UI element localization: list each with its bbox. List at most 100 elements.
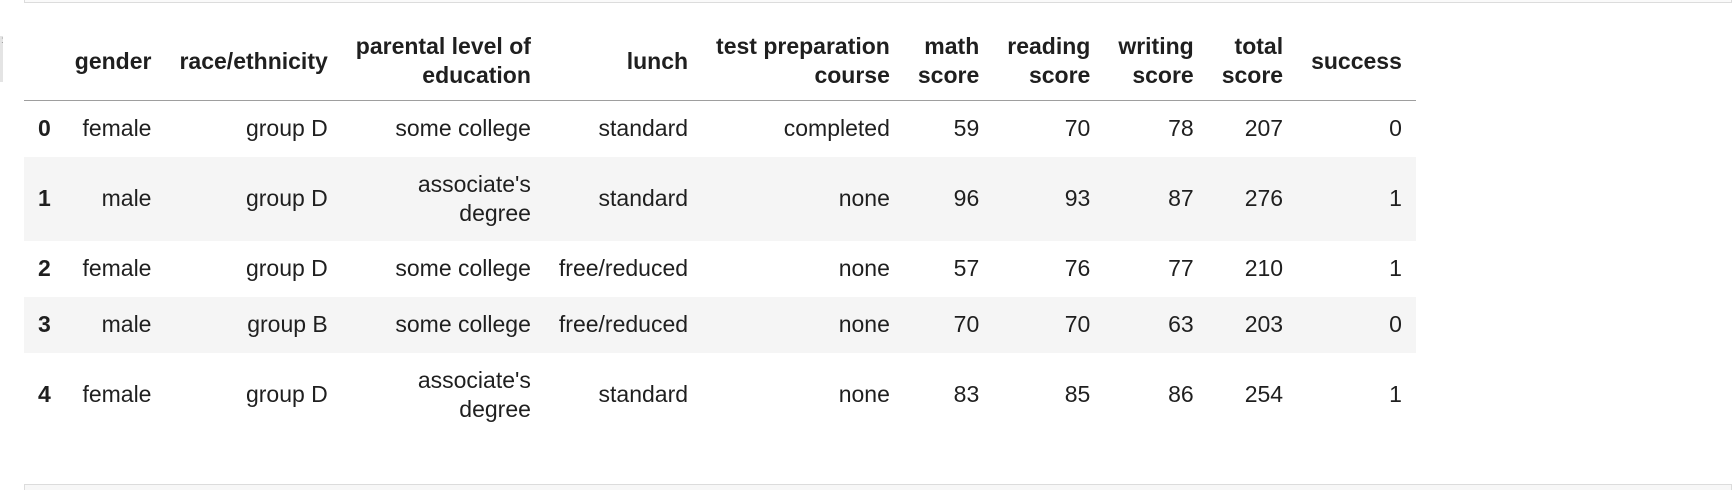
cell-test-prep: completed — [783, 115, 890, 142]
cell-line: some college — [395, 255, 531, 281]
cell-parental-education: associate's degree — [342, 353, 545, 437]
cell-test-prep: none — [838, 255, 890, 281]
cell-success: 0 — [1389, 311, 1402, 337]
header-line: total — [1234, 33, 1284, 59]
cell-race: group D — [245, 381, 328, 407]
cell-race: group D — [245, 185, 328, 211]
cell-total: 254 — [1244, 381, 1284, 407]
header-test-prep: test preparation course — [702, 22, 904, 101]
table-body: 0 female group D some college standard c… — [24, 101, 1416, 437]
cell-parental-education: some college — [342, 297, 545, 353]
cell-line: some college — [395, 115, 531, 142]
header-success: success — [1297, 22, 1416, 101]
header-line: score — [1132, 62, 1194, 88]
table-row: 4 female group D associate's degree stand… — [24, 353, 1416, 437]
table-row: 2 female group D some college free/reduc… — [24, 241, 1416, 297]
cell-gender: male — [101, 185, 152, 211]
table-row: 0 female group D some college standard c… — [24, 101, 1416, 157]
cell-parental-education: associate's degree — [342, 157, 545, 241]
header-total-score: total score — [1207, 22, 1298, 101]
row-index: 3 — [38, 311, 51, 337]
header-line: education — [422, 62, 531, 88]
cell-reading: 76 — [1064, 255, 1091, 281]
cell-writing: 77 — [1168, 255, 1194, 281]
header-math-score: math score — [903, 22, 994, 101]
cell-line: degree — [459, 395, 531, 422]
cell-math: 96 — [953, 185, 980, 211]
cell-success: 0 — [1389, 115, 1402, 142]
header-line: writing — [1118, 33, 1194, 59]
cell-total: 276 — [1244, 185, 1284, 211]
cell-writing: 63 — [1168, 311, 1194, 337]
cell-success: 1 — [1389, 381, 1402, 407]
cell-total: 207 — [1244, 115, 1284, 142]
header-reading-score: reading score — [993, 22, 1105, 101]
header-line: score — [1221, 62, 1284, 88]
cell-lunch: standard — [598, 115, 689, 142]
cell-reading: 70 — [1064, 115, 1091, 142]
index-header — [24, 22, 61, 101]
cell-success: 1 — [1389, 255, 1402, 281]
header-parental-education: parental level of education — [341, 22, 545, 101]
header-race-ethnicity: race/ethnicity — [165, 22, 342, 101]
header-line: course — [814, 62, 890, 88]
cell-reading: 93 — [1064, 185, 1091, 211]
row-index: 4 — [38, 381, 51, 407]
cell-math: 59 — [953, 115, 980, 142]
header-lunch: lunch — [544, 22, 703, 101]
cell-writing: 87 — [1168, 185, 1194, 211]
cell-total: 203 — [1244, 311, 1284, 337]
cell-math: 57 — [953, 255, 980, 281]
cell-line: associate's — [417, 170, 531, 197]
cell-line: some college — [395, 311, 531, 337]
cell-success: 1 — [1389, 185, 1402, 211]
cell-gender: female — [82, 255, 152, 281]
cell-line: degree — [459, 199, 531, 226]
cell-reading: 70 — [1064, 311, 1091, 337]
cell-reading: 85 — [1064, 381, 1091, 407]
row-index: 0 — [38, 115, 51, 142]
header-line: test preparation — [716, 33, 890, 59]
row-index: 1 — [38, 185, 51, 211]
cell-total: 210 — [1244, 255, 1284, 281]
cell-lunch: standard — [598, 381, 689, 407]
cell-line: associate's — [417, 366, 531, 393]
cell-writing: 78 — [1168, 115, 1194, 142]
header-line: success — [1311, 47, 1402, 74]
cell-gender: female — [82, 115, 152, 142]
header-line: math — [924, 33, 980, 59]
cell-test-prep: none — [838, 185, 890, 211]
next-cell-border[interactable] — [24, 484, 1732, 490]
previous-cell-border — [24, 0, 1732, 3]
table-row: 3 male group B some college free/reduced… — [24, 296, 1416, 353]
cell-parental-education: some college — [342, 101, 545, 157]
header-line: score — [917, 62, 980, 88]
row-index: 2 — [38, 255, 51, 281]
cell-lunch: free/reduced — [558, 255, 689, 281]
header-line: score — [1028, 62, 1091, 88]
cell-parental-education: some college — [342, 241, 545, 297]
cell-test-prep: none — [838, 311, 890, 337]
table-row: 1 male group D associate's degree standar… — [24, 156, 1416, 241]
dataframe-table: gender race/ethnicity parental level of e… — [24, 22, 1416, 437]
cell-gender: female — [82, 381, 152, 407]
cell-collapse-handle[interactable] — [0, 36, 3, 82]
cell-race: group D — [245, 255, 328, 281]
cell-math: 70 — [953, 311, 980, 337]
table-header: gender race/ethnicity parental level of e… — [24, 22, 1416, 101]
header-line: gender — [74, 47, 152, 74]
cell-test-prep: none — [838, 381, 890, 407]
header-line: parental level of — [355, 33, 531, 59]
cell-writing: 86 — [1168, 381, 1194, 407]
cell-math: 83 — [953, 381, 980, 407]
cell-race: group D — [245, 115, 328, 142]
header-gender: gender — [60, 22, 166, 101]
header-writing-score: writing score — [1104, 22, 1208, 101]
header-row: gender race/ethnicity parental level of e… — [24, 22, 1416, 101]
header-line: lunch — [626, 47, 689, 74]
drag-handle-icon[interactable]: : — [1, 35, 4, 46]
header-line: race/ethnicity — [179, 47, 328, 74]
cell-race: group B — [247, 311, 328, 337]
cell-lunch: standard — [598, 185, 689, 211]
